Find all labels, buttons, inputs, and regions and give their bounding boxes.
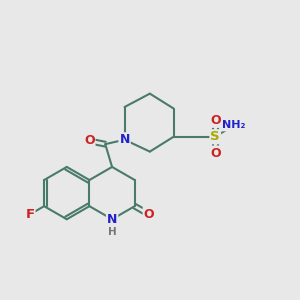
Text: N: N: [119, 133, 130, 146]
Text: O: O: [84, 134, 94, 148]
Text: NH₂: NH₂: [222, 120, 245, 130]
Text: O: O: [210, 114, 220, 127]
Text: O: O: [144, 208, 154, 221]
Text: S: S: [210, 130, 220, 143]
Text: H: H: [108, 227, 116, 237]
Text: O: O: [210, 147, 220, 160]
Text: N: N: [107, 213, 117, 226]
Text: F: F: [26, 208, 34, 221]
